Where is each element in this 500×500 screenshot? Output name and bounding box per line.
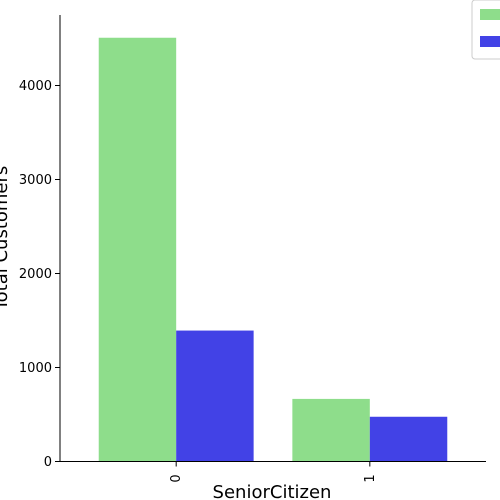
y-tick-label-1000: 1000: [19, 361, 52, 376]
bar-series-1-cat-1: [369, 416, 448, 462]
x-axis-label: SeniorCitizen: [213, 482, 332, 500]
y-ticks-group: 0 1000 2000 3000 4000: [19, 79, 60, 470]
y-tick-label-4000: 4000: [19, 79, 52, 94]
bar-series-0-cat-0: [98, 37, 177, 462]
x-tick-label-0: 0: [169, 474, 184, 482]
bar-series-1-cat-0: [176, 330, 254, 462]
legend-swatch-series-0: [480, 9, 500, 20]
y-tick-label-0: 0: [44, 455, 52, 470]
bar-series-0-cat-1: [292, 398, 370, 462]
x-tick-label-1: 1: [363, 474, 378, 482]
y-axis-label: Total Customers: [0, 166, 12, 312]
legend-swatch-series-1: [480, 36, 500, 47]
y-tick-label-3000: 3000: [19, 173, 52, 188]
y-tick-label-2000: 2000: [19, 267, 52, 282]
legend-frame: [471, 0, 500, 60]
legend: [471, 0, 500, 60]
bars-group: [98, 37, 448, 462]
